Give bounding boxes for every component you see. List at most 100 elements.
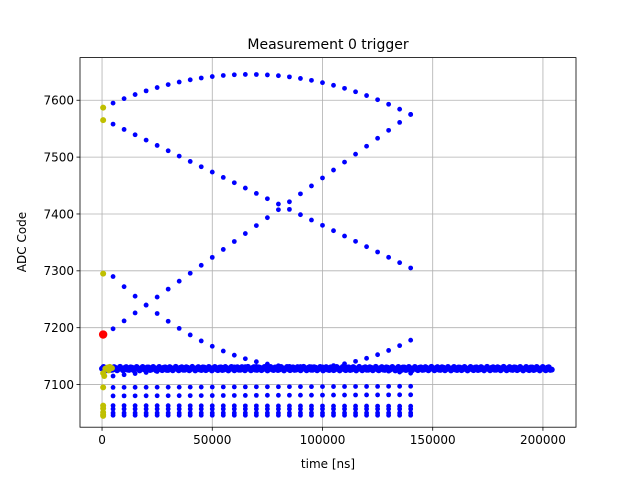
x-axis-label: time [ns] [301,457,355,471]
data-point [298,76,303,81]
data-point [165,393,171,399]
data-point [209,393,215,398]
data-point [331,82,336,88]
data-point [176,406,182,412]
data-point [397,343,403,349]
data-point [187,270,193,276]
highlight-point [100,117,107,124]
data-point [353,89,358,95]
data-point [187,159,193,164]
data-point [397,260,403,266]
data-point [220,406,226,412]
chart-title: Measurement 0 trigger [247,37,408,53]
data-point [143,406,149,412]
data-point [165,406,171,412]
data-point [287,199,292,205]
data-point [397,120,403,125]
data-point [408,383,414,389]
y-tick-label: 7100 [43,378,74,392]
data-point [408,406,414,412]
data-point [386,392,392,398]
data-point [264,406,270,412]
data-point [143,88,149,94]
data-point [132,393,138,399]
data-point [176,153,182,159]
data-point [408,337,414,343]
data-point [220,175,226,180]
data-point [121,393,127,399]
data-point [287,363,292,369]
data-point [253,359,259,365]
data-point [408,412,414,418]
data-point [375,352,380,358]
data-point [320,392,325,398]
data-point [320,384,325,389]
data-point [386,127,392,133]
data-point [342,384,347,389]
data-point [309,392,314,398]
data-point [320,406,325,412]
data-point [287,392,292,398]
data-point [198,75,204,81]
data-point [342,361,347,367]
data-point [264,392,270,398]
data-point [110,412,116,418]
data-point [165,148,171,154]
data-point [287,206,292,212]
data-point [198,365,204,371]
data-point [154,412,160,418]
data-point [121,412,127,418]
data-point [187,77,193,83]
data-point [386,406,392,412]
highlight-point [101,373,108,380]
data-point [298,384,303,390]
y-tick-label: 7400 [43,207,74,221]
data-point [253,384,259,390]
data-point [110,100,116,106]
data-point [353,151,358,157]
data-point [165,318,171,324]
data-point [242,356,248,362]
data-point [364,244,369,250]
data-point [309,217,314,223]
data-point [165,286,171,292]
plot-area [98,72,555,419]
highlight-point [100,412,107,419]
data-point [364,143,369,149]
data-point [187,393,193,399]
data-point [331,406,336,412]
data-point [176,384,182,390]
data-point [132,406,138,412]
data-point [276,392,281,398]
data-point [110,393,116,399]
data-point [176,403,182,409]
data-point [309,77,314,83]
data-point [132,132,138,138]
data-point [242,384,248,390]
data-point [331,392,336,398]
data-point [298,191,303,197]
data-point [342,406,347,412]
data-point [110,384,116,390]
data-point [276,363,281,369]
data-point [220,364,226,370]
data-point [264,412,270,418]
data-point [253,190,259,196]
highlight-point [100,270,107,277]
data-point [198,262,204,268]
highlight-point [100,104,107,111]
data-point [364,412,369,418]
trigger-point [98,330,108,339]
data-point [121,372,127,378]
data-point [287,74,292,80]
data-point [353,406,358,412]
data-point [298,212,303,218]
data-point [231,180,237,186]
data-point [276,384,281,390]
data-point [386,412,392,418]
data-point [132,384,138,390]
x-tick-label: 200000 [520,433,566,447]
data-point [165,82,171,88]
data-point [231,352,237,358]
data-point [298,364,303,369]
